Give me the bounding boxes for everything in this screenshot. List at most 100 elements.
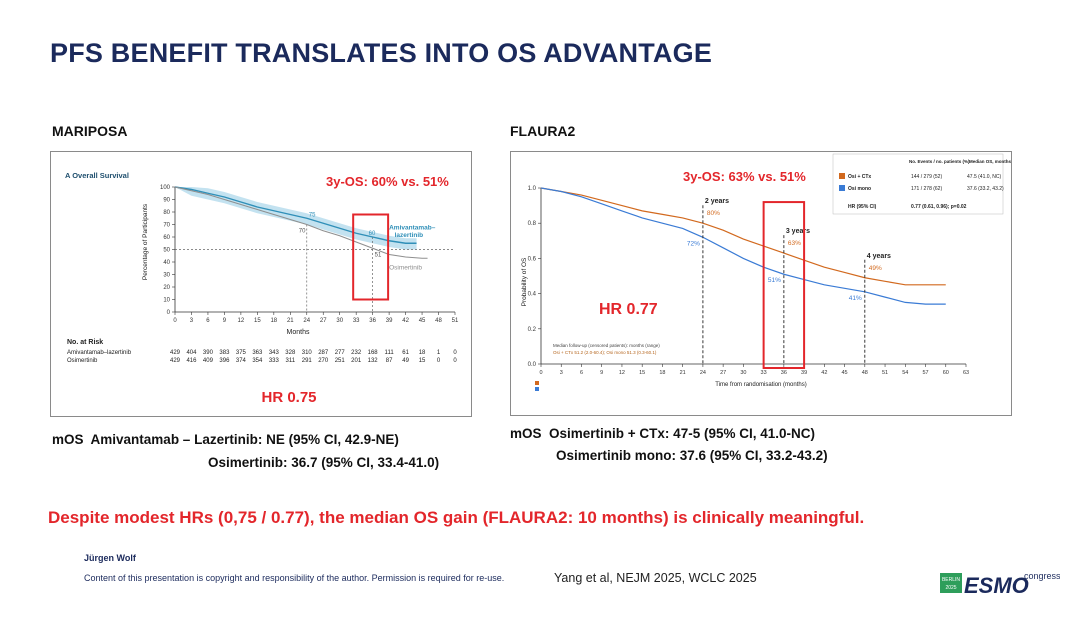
slide-title: PFS BENEFIT TRANSLATES INTO OS ADVANTAGE — [50, 38, 713, 68]
flaura2-x-axis-label: Time from randomisation (months) — [715, 382, 806, 388]
mariposa-ci-band — [175, 187, 417, 250]
flaura2-hr: HR 0.77 — [599, 301, 658, 318]
mariposa-at-risk-value: 375 — [236, 350, 247, 356]
mariposa-x-tick: 9 — [223, 318, 227, 324]
flaura2-legend-header-2: Median OS, months (95% CI) — [969, 159, 1011, 164]
mariposa-x-tick: 6 — [206, 318, 210, 324]
mariposa-heading: MARIPOSA — [52, 123, 128, 139]
mariposa-at-risk-label: Osimertinib — [67, 358, 98, 364]
mariposa-at-risk-value: 363 — [252, 350, 263, 356]
mariposa-at-risk-value: 87 — [386, 358, 393, 364]
mariposa-panel: A Overall Survival 3y-OS: 60% vs. 51% 0 1… — [50, 151, 472, 417]
logo-suffix: congress — [1024, 571, 1060, 581]
mariposa-y-tick: 40 — [163, 260, 170, 266]
mariposa-x-tick: 3 — [190, 318, 194, 324]
flaura2-x-tick: 30 — [740, 370, 746, 376]
mariposa-x-tick: 15 — [254, 318, 261, 324]
logo-city: BERLIN — [942, 577, 960, 583]
mariposa-at-risk-value: 232 — [351, 350, 362, 356]
flaura2-milestone-mono: 51% — [768, 277, 781, 284]
mariposa-at-risk-value: 0 — [437, 358, 441, 364]
flaura2-x-tick: 12 — [619, 370, 625, 376]
flaura2-legend-label: Osi mono — [848, 186, 871, 192]
mariposa-mos-line2: Osimertinib: 36.7 (95% CI, 33.4-41.0) — [208, 455, 440, 470]
conclusion-text: Despite modest HRs (0,75 / 0.77), the me… — [48, 508, 865, 527]
mariposa-mos-ami: Amivantamab – Lazertinib: NE (95% CI, 42… — [90, 432, 399, 447]
flaura2-legend-median: 37.6 (33.2, 43.2) — [967, 186, 1004, 192]
logo-year: 2025 — [945, 585, 956, 591]
flaura2-legend-header-1: No. Events / no. patients (%) — [909, 159, 970, 164]
flaura2-legend-hr-label: HR (95% CI) — [848, 204, 877, 210]
flaura2-highlight: 3y-OS: 63% vs. 51% — [683, 169, 806, 184]
mariposa-at-risk-value: 291 — [302, 358, 313, 364]
mariposa-highlight: 3y-OS: 60% vs. 51% — [326, 174, 449, 189]
mariposa-x-axis-label: Months — [287, 329, 310, 336]
mariposa-at-risk-value: 409 — [203, 358, 214, 364]
mariposa-at-risk-value: 0 — [453, 350, 457, 356]
mariposa-x-tick: 12 — [238, 318, 245, 324]
mariposa-at-risk-value: 1 — [437, 350, 441, 356]
logo-brand: ESMO — [964, 573, 1029, 597]
mariposa-at-risk-value: 396 — [219, 358, 230, 364]
mariposa-x-tick: 24 — [303, 318, 310, 324]
flaura2-x-tick: 3 — [560, 370, 563, 376]
mariposa-x-tick: 21 — [287, 318, 294, 324]
flaura2-y-tick: 0.8 — [528, 221, 537, 227]
mariposa-x-tick: 0 — [173, 318, 177, 324]
flaura2-milestone-ctx: 80% — [707, 210, 720, 217]
flaura2-x-tick: 51 — [882, 370, 888, 376]
mariposa-at-risk-value: 61 — [402, 350, 409, 356]
flaura2-x-tick: 9 — [600, 370, 603, 376]
mariposa-at-risk-value: 354 — [252, 358, 263, 364]
flaura2-milestone-label: 2 years — [705, 198, 729, 205]
mariposa-at-risk-value: 111 — [385, 350, 395, 356]
flaura2-x-tick: 45 — [842, 370, 848, 376]
mariposa-x-tick: 36 — [369, 318, 376, 324]
mariposa-series-label-1: Osimertinib — [389, 265, 422, 272]
mariposa-at-risk-value: 311 — [286, 358, 296, 364]
mariposa-y-tick: 0 — [167, 310, 171, 316]
flaura2-legend-events: 171 / 278 (62) — [911, 186, 942, 192]
flaura2-milestone-mono: 72% — [687, 240, 700, 247]
mariposa-at-risk-value: 429 — [170, 358, 181, 364]
mariposa-at-risk-value: 390 — [203, 350, 214, 356]
mariposa-at-risk-value: 270 — [318, 358, 329, 364]
mariposa-at-risk-value: 416 — [186, 358, 197, 364]
flaura2-chart: 3y-OS: 63% vs. 51% No. Events / no. pati… — [521, 153, 1011, 391]
author-name: Jürgen Wolf — [84, 553, 136, 563]
mariposa-y-tick: 100 — [160, 185, 171, 191]
mariposa-at-risk-value: 251 — [335, 358, 346, 364]
reference-text: Yang et al, NEJM 2025, WCLC 2025 — [554, 571, 757, 585]
mariposa-x-tick: 48 — [435, 318, 442, 324]
mariposa-y-tick: 60 — [163, 235, 170, 241]
flaura2-x-tick: 54 — [902, 370, 908, 376]
flaura2-y-tick: 0.0 — [528, 362, 537, 368]
flaura2-x-tick: 24 — [700, 370, 706, 376]
flaura2-milestone-label: 4 years — [867, 253, 891, 260]
flaura2-x-tick: 18 — [659, 370, 665, 376]
flaura2-mos-line1: mOS Osimertinib + CTx: 47-5 (95% CI, 41.… — [510, 426, 815, 441]
flaura2-x-tick: 33 — [761, 370, 767, 376]
mariposa-x-tick: 42 — [402, 318, 409, 324]
flaura2-mos-line2: Osimertinib mono: 37.6 (95% CI, 33.2-43.… — [556, 448, 828, 463]
flaura2-y-axis-label: Probability of OS — [521, 257, 528, 306]
mariposa-y-tick: 80 — [163, 210, 170, 216]
mariposa-at-risk-value: 168 — [368, 350, 379, 356]
flaura2-x-tick: 21 — [680, 370, 686, 376]
mariposa-at-risk-value: 429 — [170, 350, 181, 356]
mariposa-at-risk-value: 0 — [453, 358, 457, 364]
mariposa-x-tick: 30 — [336, 318, 343, 324]
mariposa-highlight-box — [352, 213, 390, 301]
mariposa-y-tick: 50 — [163, 248, 170, 254]
mariposa-x-tick: 45 — [419, 318, 426, 324]
mariposa-mos-line1: mOS Amivantamab – Lazertinib: NE (95% CI… — [52, 432, 399, 447]
flaura2-mos-ctx: Osimertinib + CTx: 47-5 (95% CI, 41.0-NC… — [549, 426, 815, 441]
mariposa-at-risk-value: 287 — [318, 350, 329, 356]
flaura2-x-tick: 60 — [943, 370, 949, 376]
flaura2-highlight-box — [762, 201, 806, 369]
mariposa-at-risk-value: 310 — [302, 350, 313, 356]
mariposa-at-risk-label: Amivantamab–lazertinib — [67, 350, 132, 356]
flaura2-followup-1: Median follow-up (censored patients): mo… — [553, 343, 660, 348]
mariposa-x-tick: 33 — [353, 318, 360, 324]
flaura2-followup-2: Osi + CTx 51.2 (2.0-60.4); Osi mono 51.3… — [553, 350, 657, 355]
